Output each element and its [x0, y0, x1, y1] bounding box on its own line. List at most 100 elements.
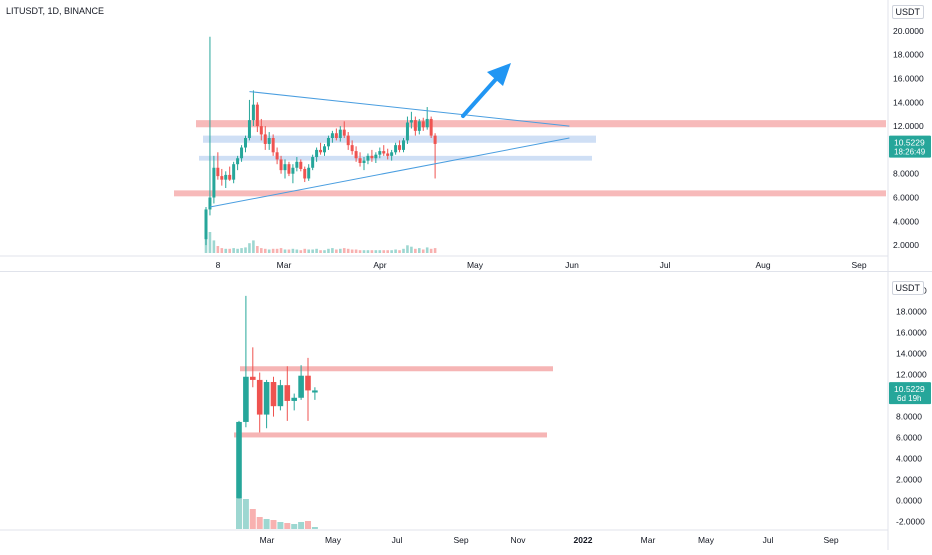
- candle-body[interactable]: [370, 155, 374, 159]
- candle-body[interactable]: [386, 153, 390, 156]
- y-tick-label: 6.0000: [893, 193, 919, 203]
- weekly-candle-body[interactable]: [305, 375, 311, 391]
- candle-body[interactable]: [421, 121, 425, 128]
- candle-body[interactable]: [338, 129, 342, 138]
- weekly-support-zone[interactable]: [234, 432, 547, 438]
- weekly-candle-body[interactable]: [250, 376, 256, 380]
- weekly-candle-body[interactable]: [284, 385, 291, 401]
- candle-body[interactable]: [402, 140, 405, 150]
- candle-body[interactable]: [378, 151, 382, 155]
- candle-body[interactable]: [342, 129, 346, 136]
- candle-body[interactable]: [251, 104, 255, 121]
- breakout-arrow-head[interactable]: [487, 63, 511, 86]
- candle-body[interactable]: [334, 133, 338, 138]
- candle-body[interactable]: [405, 122, 409, 141]
- candle-body[interactable]: [429, 118, 433, 136]
- triangle-lower-trendline[interactable]: [209, 137, 570, 208]
- y-tick-label: 8.0000: [893, 169, 919, 179]
- candle-body[interactable]: [319, 149, 323, 153]
- resistance-zone[interactable]: [196, 120, 886, 128]
- candle-body[interactable]: [232, 164, 236, 180]
- candle-body[interactable]: [208, 197, 212, 210]
- candle-body[interactable]: [433, 135, 437, 144]
- volume-bar: [236, 248, 239, 253]
- candle-body[interactable]: [394, 145, 398, 153]
- candle-body[interactable]: [326, 138, 330, 147]
- candle-body[interactable]: [303, 168, 307, 179]
- candle-body[interactable]: [255, 104, 259, 127]
- weekly-chart[interactable]: 20.000018.000016.000014.000012.000010.00…: [0, 272, 932, 550]
- candle-body[interactable]: [374, 154, 378, 159]
- weekly-last-price-tag[interactable]: [889, 382, 931, 405]
- weekly-candle-body[interactable]: [243, 376, 249, 422]
- currency-label-top[interactable]: USDT: [891, 5, 924, 19]
- weekly-candle-body[interactable]: [263, 382, 270, 415]
- range-upper-zone[interactable]: [203, 135, 596, 143]
- candle-body[interactable]: [279, 159, 283, 171]
- volume-bar: [354, 249, 358, 253]
- candle-body[interactable]: [425, 118, 429, 128]
- breakout-arrow-shaft[interactable]: [461, 76, 499, 118]
- candle-body[interactable]: [275, 152, 279, 160]
- candle-body[interactable]: [287, 164, 291, 174]
- candle-body[interactable]: [216, 167, 220, 177]
- candle-body[interactable]: [291, 167, 295, 174]
- last-price-tag[interactable]: [889, 135, 931, 158]
- candle-body[interactable]: [323, 146, 326, 153]
- candle-body[interactable]: [330, 133, 334, 138]
- weekly-chart-pane[interactable]: 20.000018.000016.000014.000012.000010.00…: [0, 272, 932, 550]
- weekly-candle-body[interactable]: [256, 379, 263, 415]
- weekly-candle-body[interactable]: [277, 385, 284, 407]
- candle-body[interactable]: [398, 145, 402, 150]
- candle-body[interactable]: [299, 161, 303, 169]
- candle-body[interactable]: [240, 147, 244, 159]
- support-zone[interactable]: [174, 190, 886, 197]
- candle-body[interactable]: [220, 176, 224, 180]
- weekly-candle-body[interactable]: [291, 397, 297, 401]
- candle-body[interactable]: [271, 138, 275, 153]
- candle-body[interactable]: [259, 126, 263, 135]
- candle-body[interactable]: [366, 155, 370, 161]
- candle-body[interactable]: [311, 157, 315, 168]
- volume-bar: [299, 250, 303, 253]
- weekly-candle-body[interactable]: [270, 382, 277, 407]
- weekly-candle-body[interactable]: [236, 421, 242, 499]
- candle-body[interactable]: [354, 151, 358, 159]
- candle-body[interactable]: [362, 160, 366, 163]
- candle-body[interactable]: [382, 151, 386, 154]
- weekly-candle-body[interactable]: [298, 375, 304, 398]
- candle-body[interactable]: [204, 209, 208, 240]
- candle-body[interactable]: [236, 158, 240, 165]
- candle-body[interactable]: [315, 149, 319, 158]
- candle-body[interactable]: [263, 134, 267, 144]
- candle-body[interactable]: [350, 145, 354, 152]
- candle-body[interactable]: [358, 158, 362, 163]
- candle-body[interactable]: [417, 121, 421, 131]
- weekly-x-tick-label: Mar: [260, 535, 275, 545]
- candle-body[interactable]: [244, 138, 247, 148]
- candle-body[interactable]: [228, 174, 232, 180]
- volume-bar: [331, 248, 334, 253]
- candle-body[interactable]: [413, 120, 417, 131]
- candle-body[interactable]: [247, 120, 251, 138]
- candle-body[interactable]: [346, 135, 350, 146]
- range-lower-zone[interactable]: [199, 155, 592, 161]
- pane-divider[interactable]: [0, 271, 932, 272]
- candle-body[interactable]: [212, 167, 216, 198]
- candle-body[interactable]: [307, 167, 311, 179]
- candle-body[interactable]: [295, 161, 299, 168]
- candle-body[interactable]: [390, 152, 394, 156]
- candle-body[interactable]: [409, 120, 413, 123]
- weekly-volume-bar: [298, 522, 305, 529]
- weekly-x-tick-label: Mar: [641, 535, 656, 545]
- currency-label-bottom[interactable]: USDT: [891, 281, 924, 295]
- daily-chart-pane[interactable]: 20.000018.000016.000014.000012.000010.00…: [0, 0, 932, 272]
- candle-body[interactable]: [283, 164, 287, 171]
- x-tick-label: Sep: [851, 260, 866, 270]
- daily-chart[interactable]: 20.000018.000016.000014.000012.000010.00…: [0, 0, 932, 272]
- triangle-upper-trendline[interactable]: [249, 91, 570, 127]
- candle-body[interactable]: [224, 174, 228, 180]
- weekly-candle-body[interactable]: [312, 390, 318, 393]
- weekly-resistance-zone[interactable]: [240, 366, 553, 372]
- candle-body[interactable]: [267, 138, 271, 144]
